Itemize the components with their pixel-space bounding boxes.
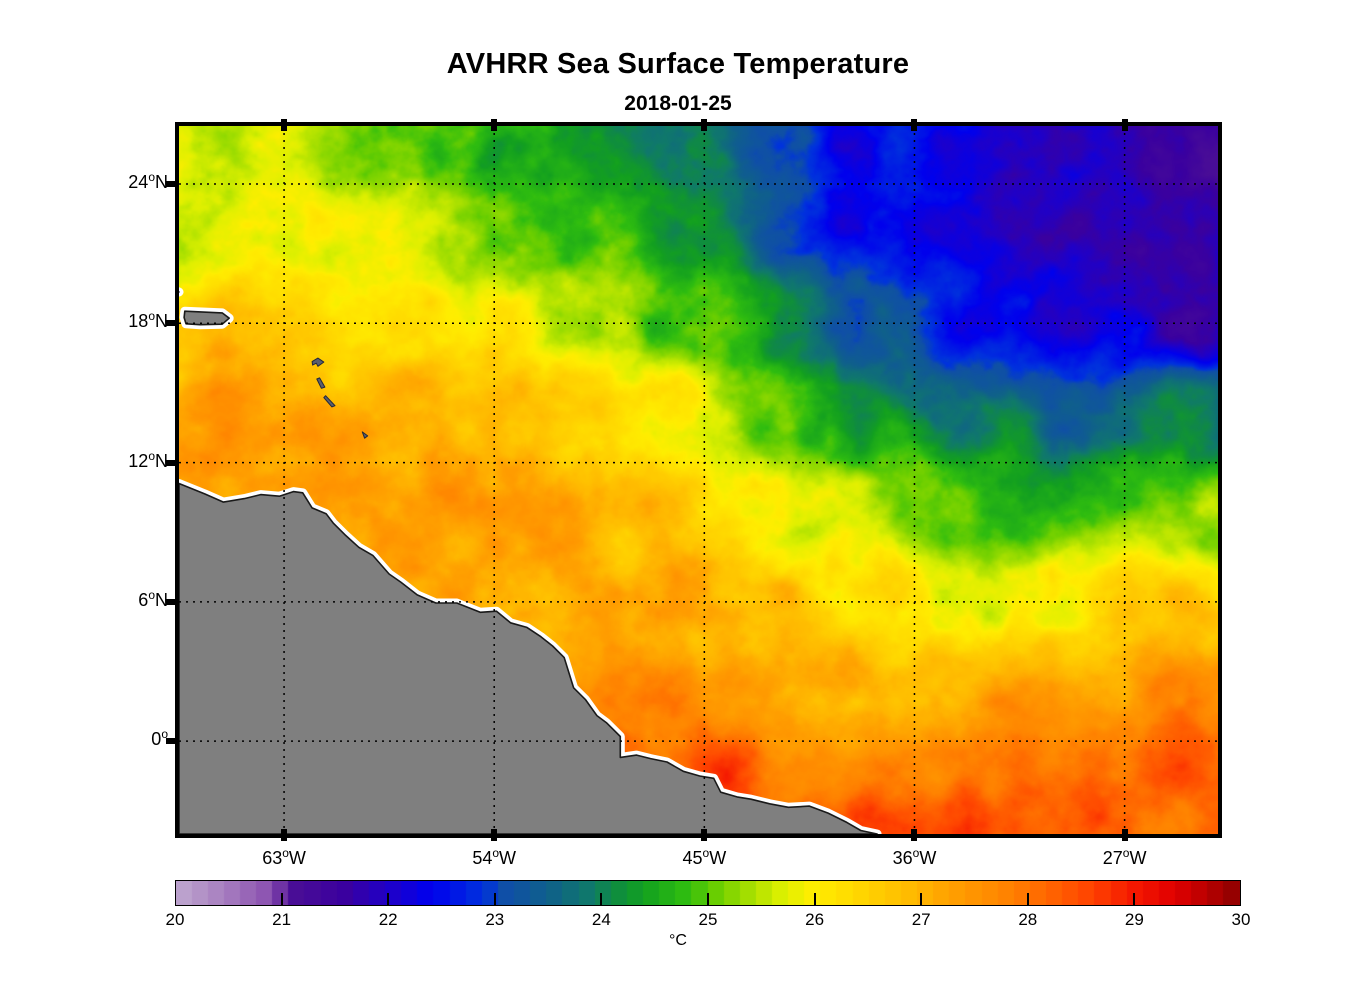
y-axis-label-18: 18oN xyxy=(128,309,168,332)
colorbar-tick-26 xyxy=(813,893,816,906)
colorbar-tick-29 xyxy=(1133,893,1136,906)
land-south-america xyxy=(179,482,878,834)
colorbar-label-30: 30 xyxy=(1231,910,1251,929)
y-tick-12 xyxy=(166,459,178,466)
x-tick-top-27 xyxy=(1121,119,1128,131)
x-tick-top-36 xyxy=(911,119,918,131)
colorbar-unit-label: °C xyxy=(669,932,687,949)
x-axis-label-63: 63oW xyxy=(262,846,306,868)
x-tick-63 xyxy=(281,829,288,841)
island-dominica xyxy=(316,377,326,389)
colorbar-label-23: 23 xyxy=(485,910,505,929)
island-guadeloupe xyxy=(311,357,325,367)
y-axis-label-24: 24oN xyxy=(128,170,168,193)
x-tick-45 xyxy=(701,829,708,841)
land-layer xyxy=(179,287,882,834)
colorbar-tick-25 xyxy=(707,893,709,906)
colorbar-label-25: 25 xyxy=(698,910,718,929)
x-axis-label-27: 27oW xyxy=(1102,846,1147,868)
x-tick-top-63 xyxy=(281,119,288,131)
land-puerto-rico xyxy=(183,310,230,326)
y-tick-18 xyxy=(166,320,178,327)
y-tick-6 xyxy=(166,598,178,605)
page-title: AVHRR Sea Surface Temperature xyxy=(446,48,910,80)
y-axis-label-6: 6oN xyxy=(138,587,168,610)
colorbar-label-21: 21 xyxy=(272,910,292,929)
y-tick-24 xyxy=(166,181,178,188)
colorbar-tick-22 xyxy=(387,893,390,906)
colorbar-label-22: 22 xyxy=(378,910,398,929)
x-axis-label-45: 45oW xyxy=(682,846,727,868)
x-tick-top-54 xyxy=(491,119,498,131)
colorbar-label-24: 24 xyxy=(591,910,611,929)
colorbar-tick-24 xyxy=(600,893,603,906)
map-plot-area xyxy=(175,122,1222,838)
y-tick-0 xyxy=(166,738,178,745)
colorbar-label-29: 29 xyxy=(1124,910,1144,929)
x-tick-27 xyxy=(1121,829,1128,841)
land-polygons xyxy=(179,291,878,834)
colorbar-label-28: 28 xyxy=(1018,910,1038,929)
colorbar-tick-28 xyxy=(1026,893,1029,906)
x-tick-36 xyxy=(911,829,918,841)
x-tick-top-45 xyxy=(701,119,708,131)
island-martinique xyxy=(323,395,336,408)
colorbar-tick-21 xyxy=(280,893,283,906)
colorbar-label-20: 20 xyxy=(165,910,185,929)
page-subtitle: 2018-01-25 xyxy=(624,92,732,115)
colorbar-label-26: 26 xyxy=(805,910,825,929)
island-barbados xyxy=(361,431,369,439)
colorbar-tick-23 xyxy=(493,893,496,906)
y-axis-label-0: 0o xyxy=(151,727,168,750)
colorbar-label-27: 27 xyxy=(911,910,931,929)
x-axis-label-36: 36oW xyxy=(892,846,937,868)
x-axis-label-54: 54oW xyxy=(472,846,517,868)
colorbar-tick-27 xyxy=(920,893,923,906)
y-axis-label-12: 12oN xyxy=(128,448,168,471)
x-tick-54 xyxy=(491,829,498,841)
